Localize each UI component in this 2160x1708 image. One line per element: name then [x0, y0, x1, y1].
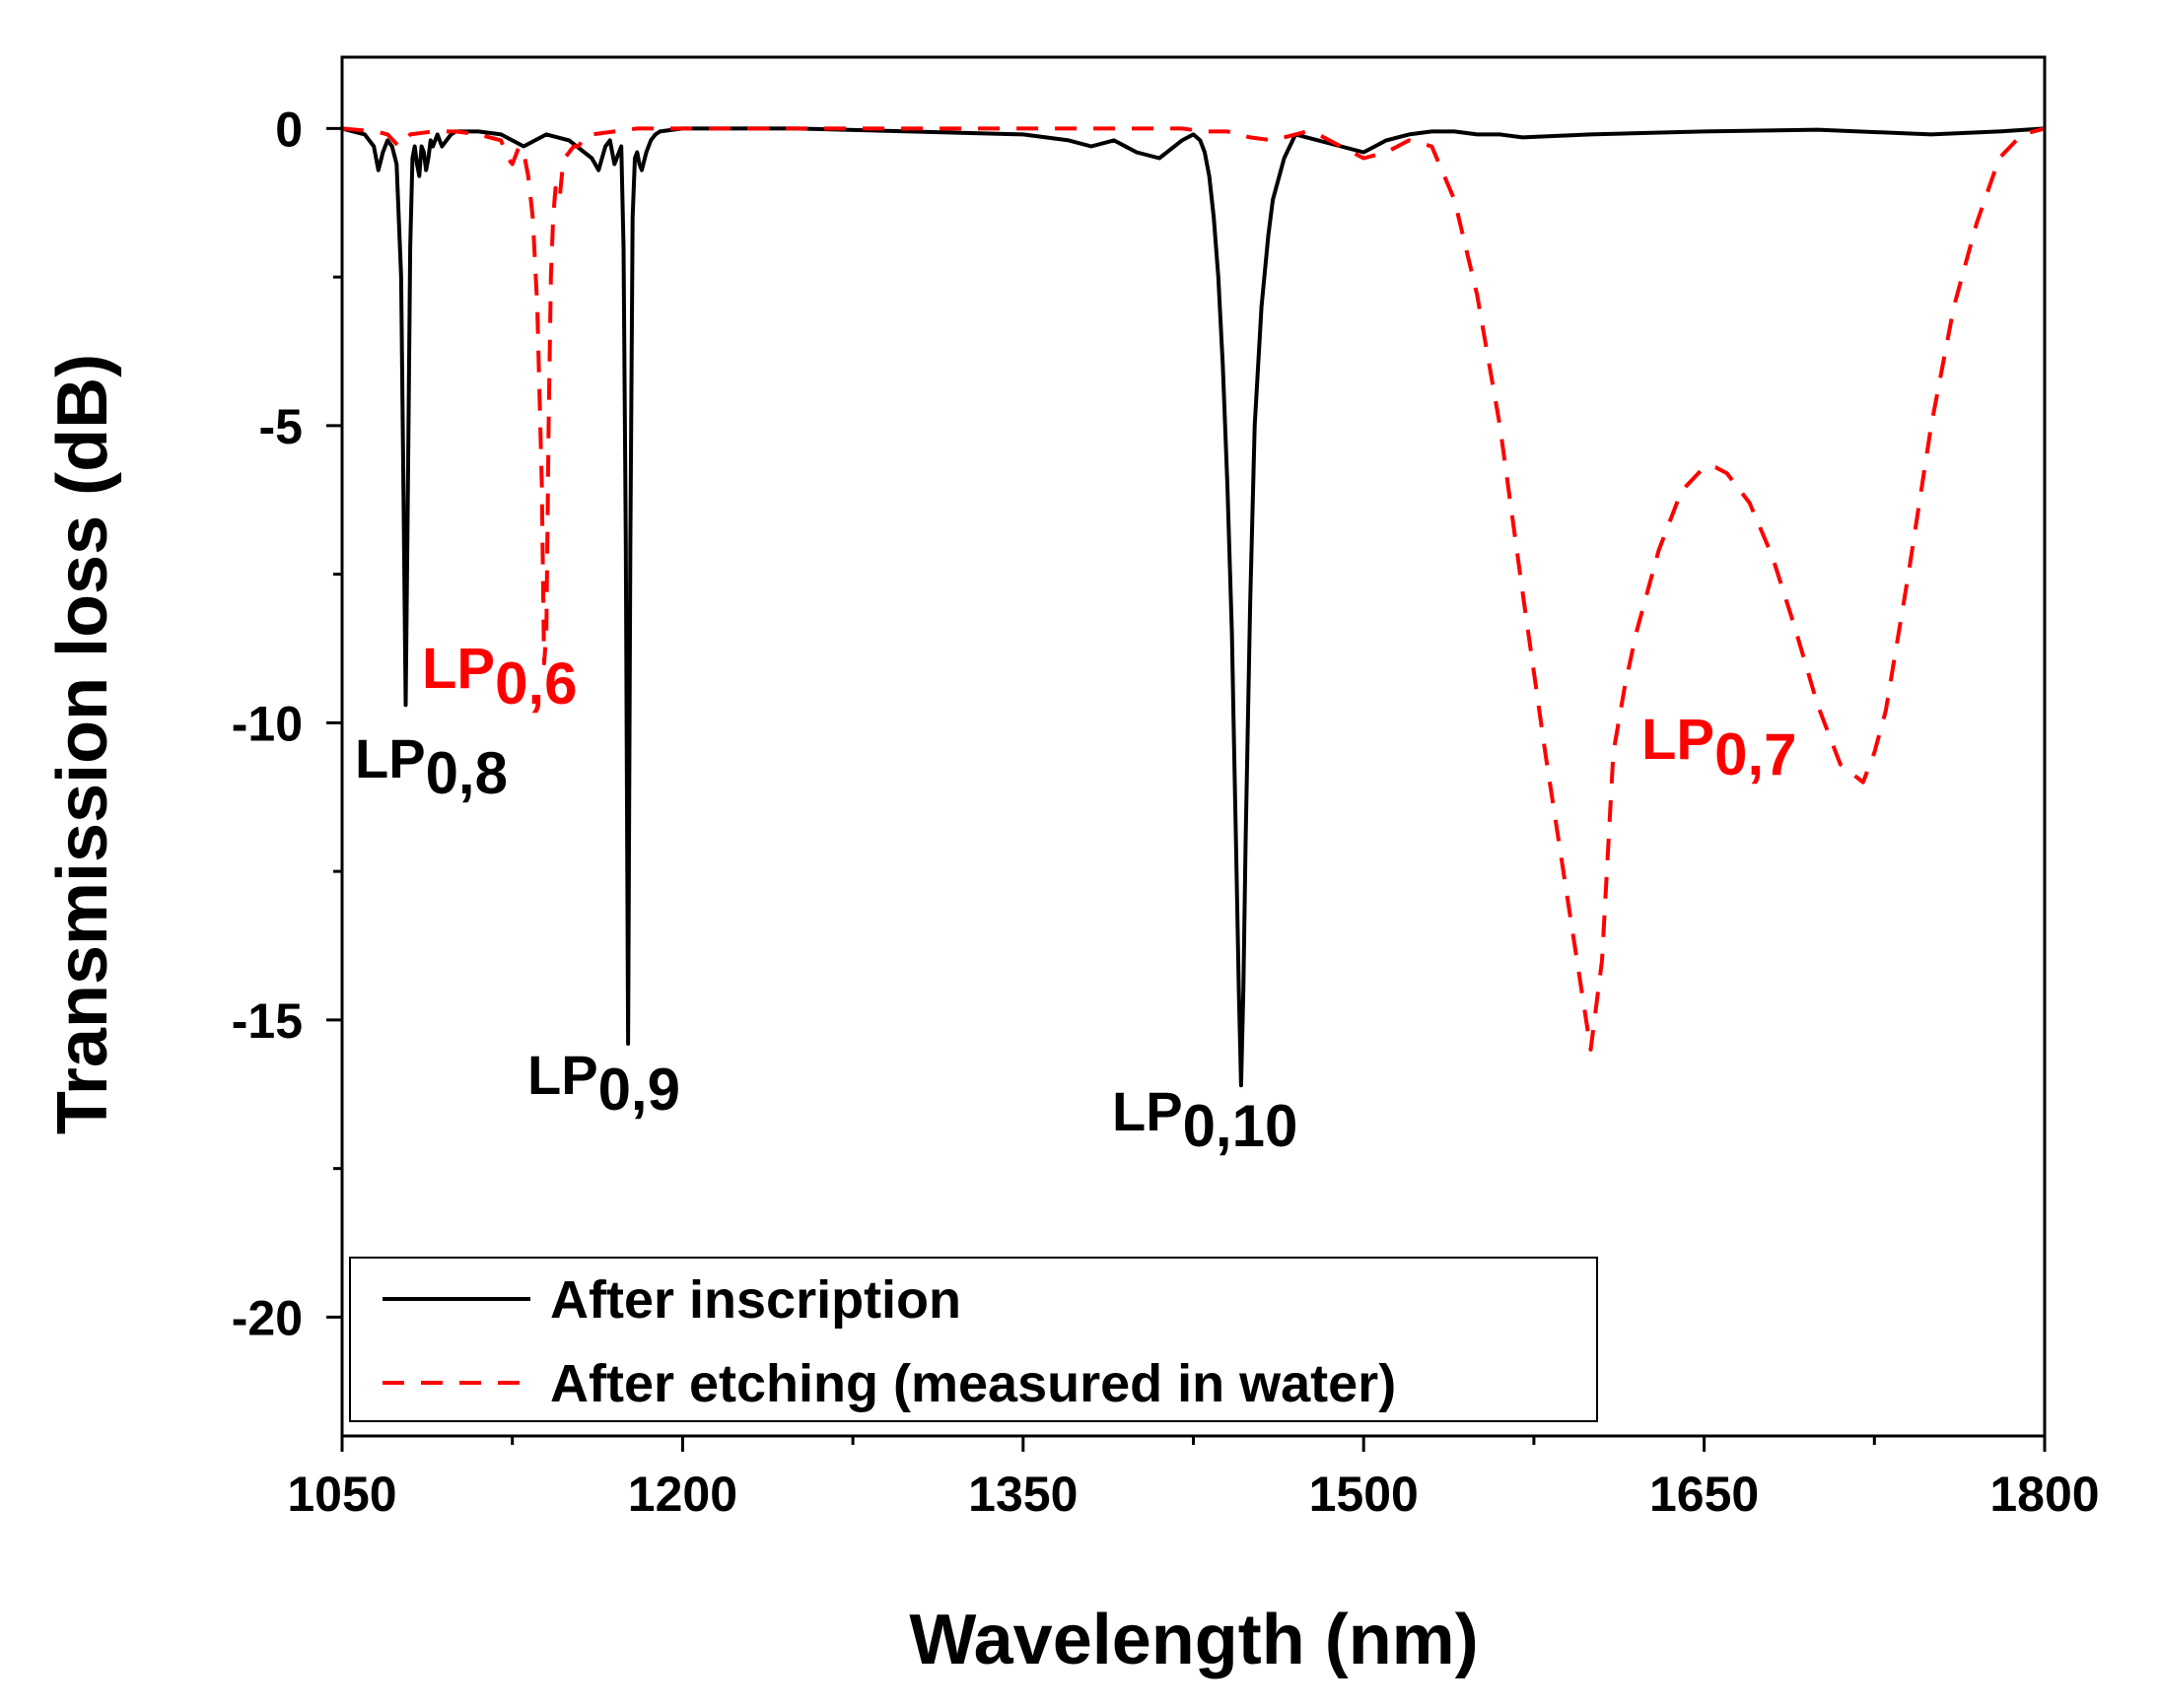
- legend: After inscription After etching (measure…: [349, 1257, 1598, 1422]
- annotation-lp06: LP0,6: [422, 637, 578, 717]
- series-line-after-etching: [341, 126, 2046, 1052]
- x-tick-label: 1200: [628, 1467, 737, 1522]
- x-tick-label: 1350: [968, 1467, 1078, 1522]
- y-axis-title: Transmission loss (dB): [43, 354, 122, 1134]
- x-tick-label: 1050: [287, 1467, 396, 1522]
- y-tick-label: 0: [275, 102, 303, 157]
- x-tick-label: 1650: [1649, 1467, 1759, 1522]
- y-tick-label: -5: [259, 399, 303, 454]
- legend-label-after-inscription: After inscription: [550, 1270, 961, 1330]
- series-line-after-inscription: [341, 126, 2046, 1088]
- x-axis-title: Wavelength (nm): [909, 1601, 1478, 1679]
- y-tick-label: -15: [232, 993, 303, 1049]
- annotation-lp08: LP0,8: [355, 727, 508, 806]
- y-tick-label: -20: [232, 1290, 303, 1345]
- x-tick-label: 1800: [1989, 1467, 2099, 1522]
- y-tick-label: -10: [232, 696, 303, 751]
- annotation-lp010: LP0,10: [1112, 1080, 1297, 1159]
- legend-box: [349, 1257, 1598, 1422]
- annotation-lp07: LP0,7: [1641, 708, 1797, 787]
- x-tick-label: 1500: [1309, 1467, 1419, 1522]
- annotation-lp09: LP0,9: [527, 1044, 680, 1123]
- legend-label-after-etching: After etching (measured in water): [550, 1354, 1396, 1413]
